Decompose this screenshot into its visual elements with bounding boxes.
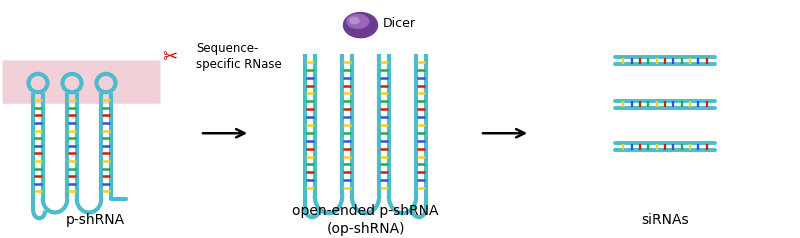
Circle shape: [29, 74, 47, 92]
Circle shape: [62, 74, 82, 92]
Text: Dicer: Dicer: [382, 17, 416, 30]
Ellipse shape: [346, 15, 369, 28]
Text: siRNAs: siRNAs: [641, 213, 689, 227]
Ellipse shape: [343, 13, 378, 38]
Text: open-ended p-shRNA
(op-shRNA): open-ended p-shRNA (op-shRNA): [292, 204, 438, 236]
Text: p-shRNA: p-shRNA: [66, 213, 125, 227]
Ellipse shape: [350, 17, 359, 24]
Text: Sequence-
specific RNase: Sequence- specific RNase: [196, 42, 282, 71]
FancyBboxPatch shape: [2, 60, 161, 104]
Circle shape: [97, 74, 115, 92]
Text: ✂: ✂: [162, 48, 178, 66]
